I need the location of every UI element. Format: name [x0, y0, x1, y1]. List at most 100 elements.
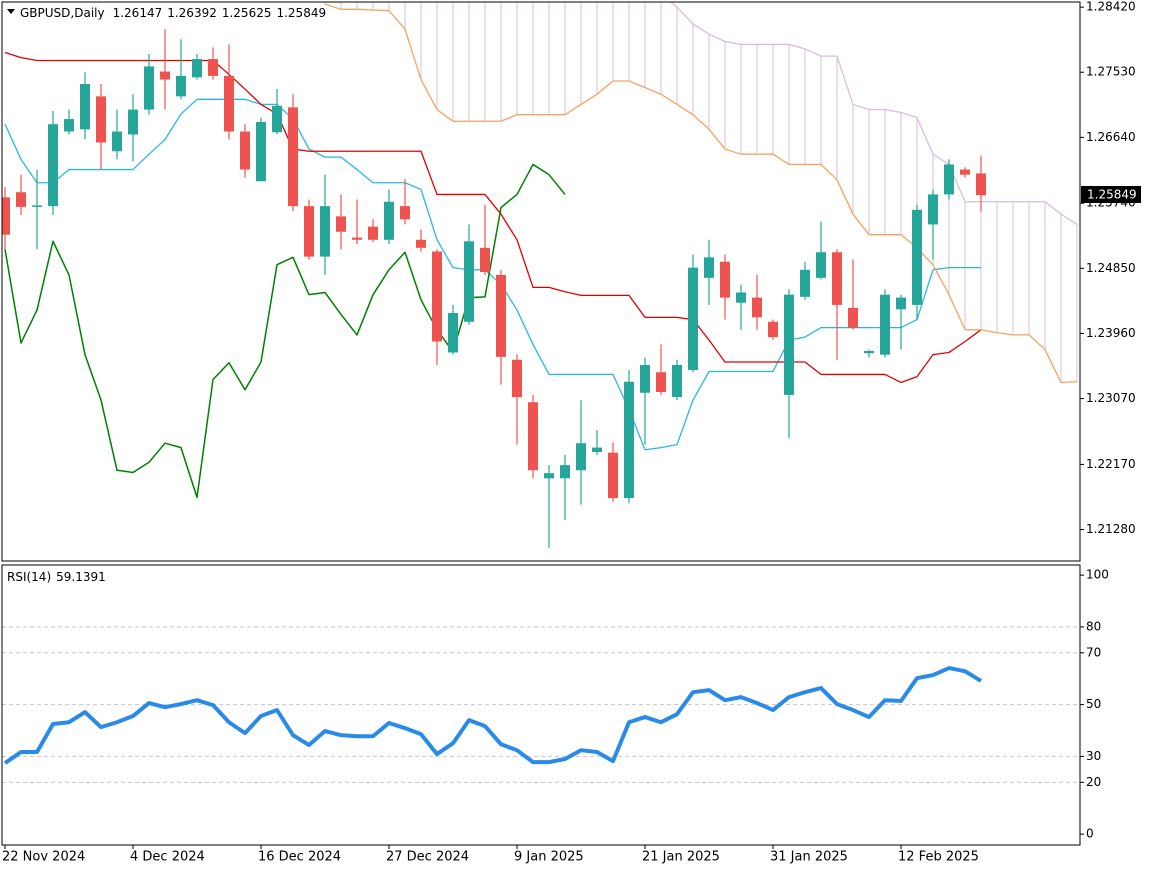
- x-tick-label: 9 Jan 2025: [514, 850, 584, 865]
- y-tick-label: 1.21280: [1086, 522, 1136, 536]
- y-tick-label: 50: [1086, 697, 1101, 711]
- candle-body: [528, 402, 538, 471]
- candle-body: [784, 294, 794, 395]
- candle-body: [976, 173, 986, 196]
- candle-body: [848, 307, 858, 328]
- candle-body: [496, 274, 506, 357]
- candle-body: [480, 247, 490, 272]
- candle-body: [656, 372, 666, 392]
- candle-body: [240, 131, 250, 170]
- candle-body: [880, 294, 890, 355]
- candle-body: [560, 465, 570, 479]
- current-price-label: 1.25849: [1087, 188, 1137, 202]
- indicator-line: [324, 3, 1078, 384]
- y-tick-label: 1.22170: [1086, 457, 1136, 471]
- candle-body: [48, 124, 58, 207]
- price-plot: [2, 2, 1078, 548]
- x-tick-label: 16 Dec 2024: [258, 850, 341, 865]
- x-tick-label: 12 Feb 2025: [898, 850, 979, 865]
- candle-body: [448, 312, 458, 353]
- candle-body: [400, 206, 410, 220]
- rsi-header: RSI(14) 59.1391: [7, 570, 106, 584]
- candle-body: [704, 257, 714, 278]
- candle-body: [192, 59, 202, 78]
- symbol-title: GBPUSD,Daily: [20, 6, 105, 20]
- y-tick-label: 1.23960: [1086, 326, 1136, 340]
- rsi-plot: [2, 626, 1080, 783]
- last-high: 1.26392: [167, 6, 217, 20]
- axes: 1.284201.275301.266401.257401.248501.239…: [2, 0, 1136, 865]
- last-close: 1.25849: [276, 6, 326, 20]
- candle-body: [624, 381, 634, 499]
- candle-body: [832, 252, 842, 305]
- candle-body: [608, 452, 618, 499]
- candle-body: [464, 241, 474, 322]
- y-tick-label: 0: [1086, 827, 1094, 841]
- x-tick-label: 31 Jan 2025: [770, 850, 848, 865]
- candle-body: [96, 96, 106, 143]
- indicator-line: [4, 98, 981, 451]
- rsi-last-value: 59.1391: [56, 570, 106, 584]
- indicator-line: [4, 51, 982, 384]
- x-tick-label: 4 Dec 2024: [130, 850, 205, 865]
- candle-body: [288, 107, 298, 207]
- candle-body: [640, 364, 650, 393]
- candle-body: [432, 251, 442, 342]
- y-tick-label: 30: [1086, 749, 1101, 763]
- collapse-arrow[interactable]: [7, 9, 15, 14]
- candle-body: [736, 292, 746, 303]
- y-tick-label: 1.27530: [1086, 65, 1136, 79]
- candle-body: [576, 443, 586, 471]
- y-tick-label: 20: [1086, 775, 1101, 789]
- candle-body: [672, 364, 682, 398]
- y-tick-label: 1.26640: [1086, 130, 1136, 144]
- rsi-panel-border: [1, 564, 1081, 846]
- candle-body: [368, 226, 378, 240]
- candle-body: [752, 297, 762, 318]
- candle-body: [320, 206, 330, 257]
- candle-body: [224, 75, 234, 132]
- y-tick-label: 1.23070: [1086, 391, 1136, 405]
- candle-body: [160, 71, 170, 80]
- x-tick-label: 21 Jan 2025: [642, 850, 720, 865]
- candle-body: [944, 164, 954, 195]
- candle-body: [16, 192, 26, 207]
- candle-body: [176, 75, 186, 97]
- candle-body: [2, 197, 10, 235]
- rsi-line: [3, 666, 983, 765]
- last-open: 1.26147: [113, 6, 163, 20]
- price-panel-border: [1, 1, 1081, 562]
- candle-body: [720, 261, 730, 298]
- y-tick-label: 100: [1086, 568, 1109, 582]
- candle-body: [256, 121, 266, 182]
- candle-body: [384, 201, 394, 240]
- candle-body: [960, 169, 970, 175]
- candle-body: [864, 351, 874, 354]
- candle-body: [592, 447, 602, 452]
- candle-body: [896, 297, 906, 310]
- candle-body: [272, 105, 282, 133]
- x-tick-label: 27 Dec 2024: [386, 850, 469, 865]
- candle-body: [512, 359, 522, 398]
- candle-body: [816, 252, 826, 278]
- candle-body: [304, 206, 314, 257]
- candle-body: [928, 194, 938, 225]
- candle-body: [688, 267, 698, 371]
- candle-body: [912, 209, 922, 305]
- current-price-box: [1081, 186, 1141, 203]
- candle-body: [80, 83, 90, 130]
- candle-body: [112, 131, 122, 152]
- candle-body: [768, 321, 778, 338]
- candle-body: [32, 205, 42, 207]
- y-tick-label: 70: [1086, 645, 1101, 659]
- y-tick-label: 1.24850: [1086, 261, 1136, 275]
- y-tick-label: 1.28420: [1086, 0, 1136, 14]
- rsi-title: RSI(14): [7, 570, 51, 584]
- candle-body: [64, 119, 74, 132]
- candle-body: [800, 269, 810, 297]
- candle-body: [336, 216, 346, 232]
- last-low: 1.25625: [222, 6, 272, 20]
- y-tick-label: 80: [1086, 619, 1101, 633]
